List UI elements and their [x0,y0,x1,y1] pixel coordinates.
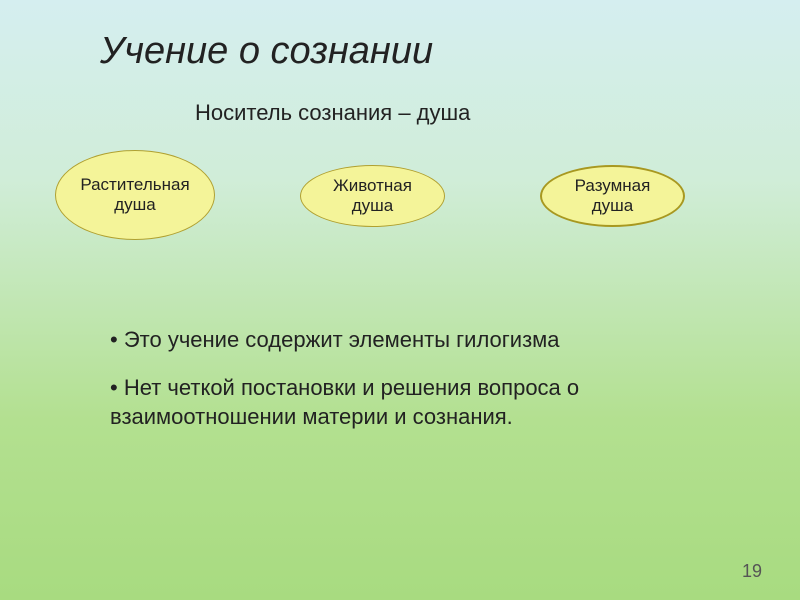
page-number: 19 [742,561,762,582]
soul-ellipse-2: Разумная душа [540,165,685,227]
slide-title: Учение о сознании [100,30,433,73]
soul-ellipse-1: Животная душа [300,165,445,227]
bullet-item: Нет четкой постановки и решения вопроса … [110,373,670,432]
soul-ellipse-label: Разумная душа [575,176,651,215]
slide-subtitle: Носитель сознания – душа [195,100,470,126]
bullet-list: Это учение содержит элементы гилогизма Н… [110,325,670,450]
soul-ellipse-label: Растительная душа [80,175,189,214]
soul-ellipse-0: Растительная душа [55,150,215,240]
soul-ellipse-label: Животная душа [333,176,412,215]
bullet-item: Это учение содержит элементы гилогизма [110,325,670,355]
